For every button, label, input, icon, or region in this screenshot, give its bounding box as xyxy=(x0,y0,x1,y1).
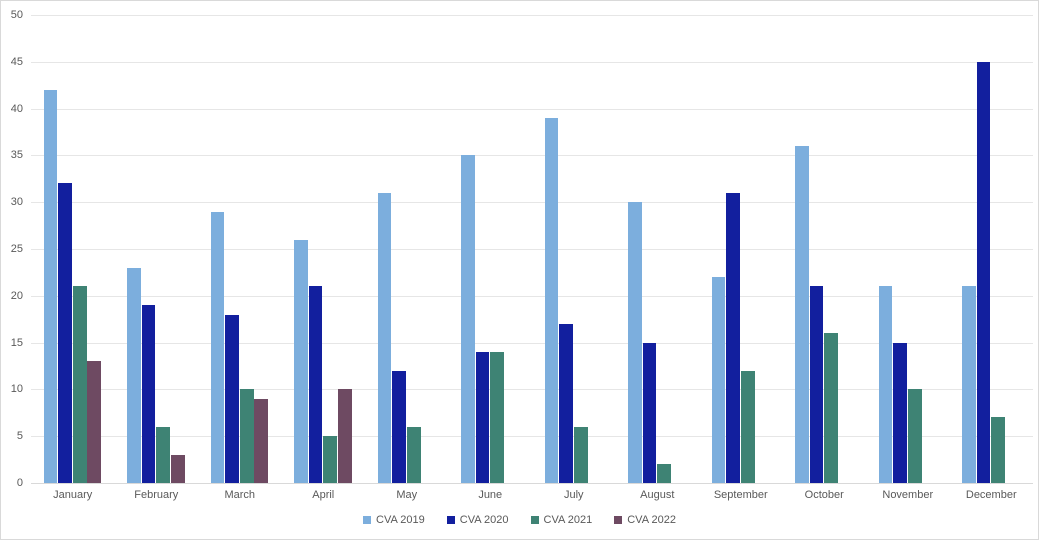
x-axis-line xyxy=(31,483,1033,484)
x-axis-tick-label: February xyxy=(134,489,179,501)
y-axis-tick-label: 40 xyxy=(10,102,23,115)
bar-cva-2020-december[interactable] xyxy=(976,61,991,483)
y-axis-tick-label: 25 xyxy=(10,243,23,255)
bar-cva-2020-july[interactable] xyxy=(559,323,573,483)
gridline xyxy=(31,155,1033,157)
legend-swatch-icon xyxy=(530,516,539,524)
bar-cva-2021-june[interactable] xyxy=(490,351,505,483)
bar-cva-2020-august[interactable] xyxy=(642,342,657,483)
bar-cva-2019-october[interactable] xyxy=(795,146,809,483)
y-axis-tick-label: 35 xyxy=(10,149,23,162)
bar-cva-2021-august[interactable] xyxy=(657,464,672,483)
x-axis-tick-label: July xyxy=(563,489,584,501)
legend-label: CVA 2022 xyxy=(627,514,676,526)
x-axis-tick-label: May xyxy=(396,489,418,501)
bar-cva-2021-october[interactable] xyxy=(824,333,839,483)
gridline xyxy=(31,108,1033,110)
x-axis-tick-label: December xyxy=(965,489,1017,501)
bar-cva-2019-february[interactable] xyxy=(127,267,141,483)
y-axis-tick-label: 15 xyxy=(10,336,23,349)
bar-cva-2019-january[interactable] xyxy=(43,89,58,483)
bar-cva-2019-november[interactable] xyxy=(878,286,893,483)
x-axis-tick-label: August xyxy=(640,489,675,501)
gridline xyxy=(31,295,1033,297)
bar-cva-2021-january[interactable] xyxy=(72,286,87,483)
bar-cva-2020-january[interactable] xyxy=(58,183,72,483)
gridline xyxy=(31,15,1033,16)
legend-swatch-icon xyxy=(446,516,455,524)
bar-cva-2022-february[interactable] xyxy=(170,454,185,483)
legend-item-cva-2022[interactable]: CVA 2022 xyxy=(614,514,676,526)
bar-cva-2021-july[interactable] xyxy=(573,426,588,483)
bar-cva-2020-may[interactable] xyxy=(392,370,406,483)
bar-cva-2019-august[interactable] xyxy=(628,202,642,483)
x-axis-tick-label: November xyxy=(882,489,934,501)
bar-cva-2020-september[interactable] xyxy=(726,192,740,483)
legend-item-cva-2019[interactable]: CVA 2019 xyxy=(363,514,425,526)
bar-cva-2019-may[interactable] xyxy=(377,192,392,483)
y-axis-tick-label: 50 xyxy=(10,9,23,21)
bar-cva-2021-may[interactable] xyxy=(406,426,421,483)
legend-swatch-icon xyxy=(363,516,372,524)
bar-cva-2021-september[interactable] xyxy=(740,370,755,483)
legend: CVA 2019 CVA 2020 CVA 2021 CVA 2022 xyxy=(1,514,1038,526)
bar-cva-2021-april[interactable] xyxy=(323,436,338,483)
y-axis-tick-label: 10 xyxy=(10,383,23,396)
gridline xyxy=(31,342,1033,344)
bar-cva-2021-november[interactable] xyxy=(907,389,922,483)
bar-cva-2019-march[interactable] xyxy=(210,211,225,483)
bar-cva-2022-april[interactable] xyxy=(337,389,352,483)
bar-cva-2019-december[interactable] xyxy=(962,286,976,483)
plot-area xyxy=(31,15,1033,484)
y-axis-tick-label: 5 xyxy=(16,430,23,443)
bar-cva-2020-june[interactable] xyxy=(475,351,490,483)
x-axis-tick-label: September xyxy=(713,489,768,501)
bar-cva-2021-march[interactable] xyxy=(239,389,254,483)
bar-cva-2020-february[interactable] xyxy=(141,305,156,483)
y-axis-tick-label: 20 xyxy=(10,289,23,302)
y-axis-tick-label: 45 xyxy=(10,55,23,68)
bar-cva-2021-february[interactable] xyxy=(156,426,171,483)
legend-swatch-icon xyxy=(614,516,623,524)
y-axis-tick-label: 0 xyxy=(16,477,23,489)
gridline xyxy=(31,436,1033,438)
x-axis-tick-label: October xyxy=(804,489,844,501)
bar-cva-2019-september[interactable] xyxy=(711,277,726,483)
bar-cva-2022-march[interactable] xyxy=(254,398,269,483)
gridline xyxy=(31,61,1033,63)
gridline xyxy=(31,202,1033,204)
gridline xyxy=(31,249,1033,250)
x-axis-tick-label: January xyxy=(53,489,93,501)
legend-label: CVA 2020 xyxy=(459,514,509,526)
bar-cva-2021-december[interactable] xyxy=(991,417,1006,483)
legend-item-cva-2021[interactable]: CVA 2021 xyxy=(530,514,593,526)
x-axis-tick-label: March xyxy=(224,489,256,501)
bar-cva-2020-october[interactable] xyxy=(809,286,824,483)
bar-cva-2019-july[interactable] xyxy=(544,117,559,483)
legend-label: CVA 2019 xyxy=(376,514,425,526)
x-axis-tick-label: June xyxy=(478,489,503,501)
legend-label: CVA 2021 xyxy=(543,514,593,526)
bar-cva-2022-january[interactable] xyxy=(87,361,102,483)
bar-cva-2019-april[interactable] xyxy=(294,239,308,483)
legend-item-cva-2020[interactable]: CVA 2020 xyxy=(446,514,509,526)
gridline xyxy=(31,389,1033,391)
bar-cva-2019-june[interactable] xyxy=(461,155,475,483)
x-axis-tick-label: April xyxy=(312,489,335,501)
bar-cva-2020-november[interactable] xyxy=(893,342,907,483)
bar-cva-2020-march[interactable] xyxy=(225,314,239,483)
bar-cva-2020-april[interactable] xyxy=(308,286,323,483)
y-axis-tick-label: 30 xyxy=(10,196,23,209)
